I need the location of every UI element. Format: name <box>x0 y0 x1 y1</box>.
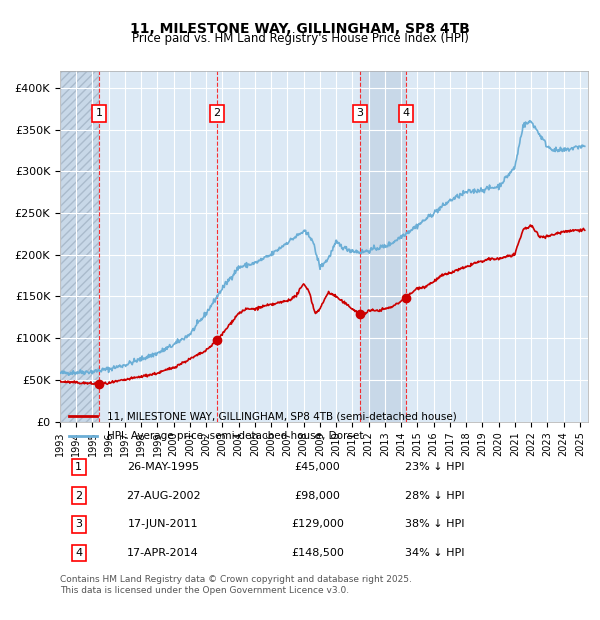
Text: £45,000: £45,000 <box>295 462 340 472</box>
Bar <box>217 71 360 422</box>
Text: 4: 4 <box>403 108 409 118</box>
Bar <box>60 71 99 422</box>
Text: 11, MILESTONE WAY, GILLINGHAM, SP8 4TB: 11, MILESTONE WAY, GILLINGHAM, SP8 4TB <box>130 22 470 36</box>
Text: £129,000: £129,000 <box>291 520 344 529</box>
Bar <box>360 71 406 422</box>
Text: 2: 2 <box>75 490 82 500</box>
Bar <box>406 71 588 422</box>
Text: 17-APR-2014: 17-APR-2014 <box>127 548 199 558</box>
Text: 2: 2 <box>213 108 220 118</box>
Text: 34% ↓ HPI: 34% ↓ HPI <box>404 548 464 558</box>
Text: Price paid vs. HM Land Registry's House Price Index (HPI): Price paid vs. HM Land Registry's House … <box>131 32 469 45</box>
Text: 27-AUG-2002: 27-AUG-2002 <box>125 490 200 500</box>
Text: £98,000: £98,000 <box>295 490 340 500</box>
Text: 3: 3 <box>356 108 364 118</box>
Text: 28% ↓ HPI: 28% ↓ HPI <box>404 490 464 500</box>
Text: £148,500: £148,500 <box>291 548 344 558</box>
Text: 4: 4 <box>75 548 82 558</box>
Bar <box>99 71 217 422</box>
Text: 1: 1 <box>75 462 82 472</box>
Text: 11, MILESTONE WAY, GILLINGHAM, SP8 4TB (semi-detached house): 11, MILESTONE WAY, GILLINGHAM, SP8 4TB (… <box>107 411 457 421</box>
Text: 26-MAY-1995: 26-MAY-1995 <box>127 462 199 472</box>
Text: 17-JUN-2011: 17-JUN-2011 <box>128 520 198 529</box>
Text: Contains HM Land Registry data © Crown copyright and database right 2025.
This d: Contains HM Land Registry data © Crown c… <box>60 575 412 595</box>
Text: HPI: Average price, semi-detached house, Dorset: HPI: Average price, semi-detached house,… <box>107 432 363 441</box>
Text: 38% ↓ HPI: 38% ↓ HPI <box>404 520 464 529</box>
Text: 1: 1 <box>95 108 103 118</box>
Text: 23% ↓ HPI: 23% ↓ HPI <box>404 462 464 472</box>
Text: 3: 3 <box>75 520 82 529</box>
